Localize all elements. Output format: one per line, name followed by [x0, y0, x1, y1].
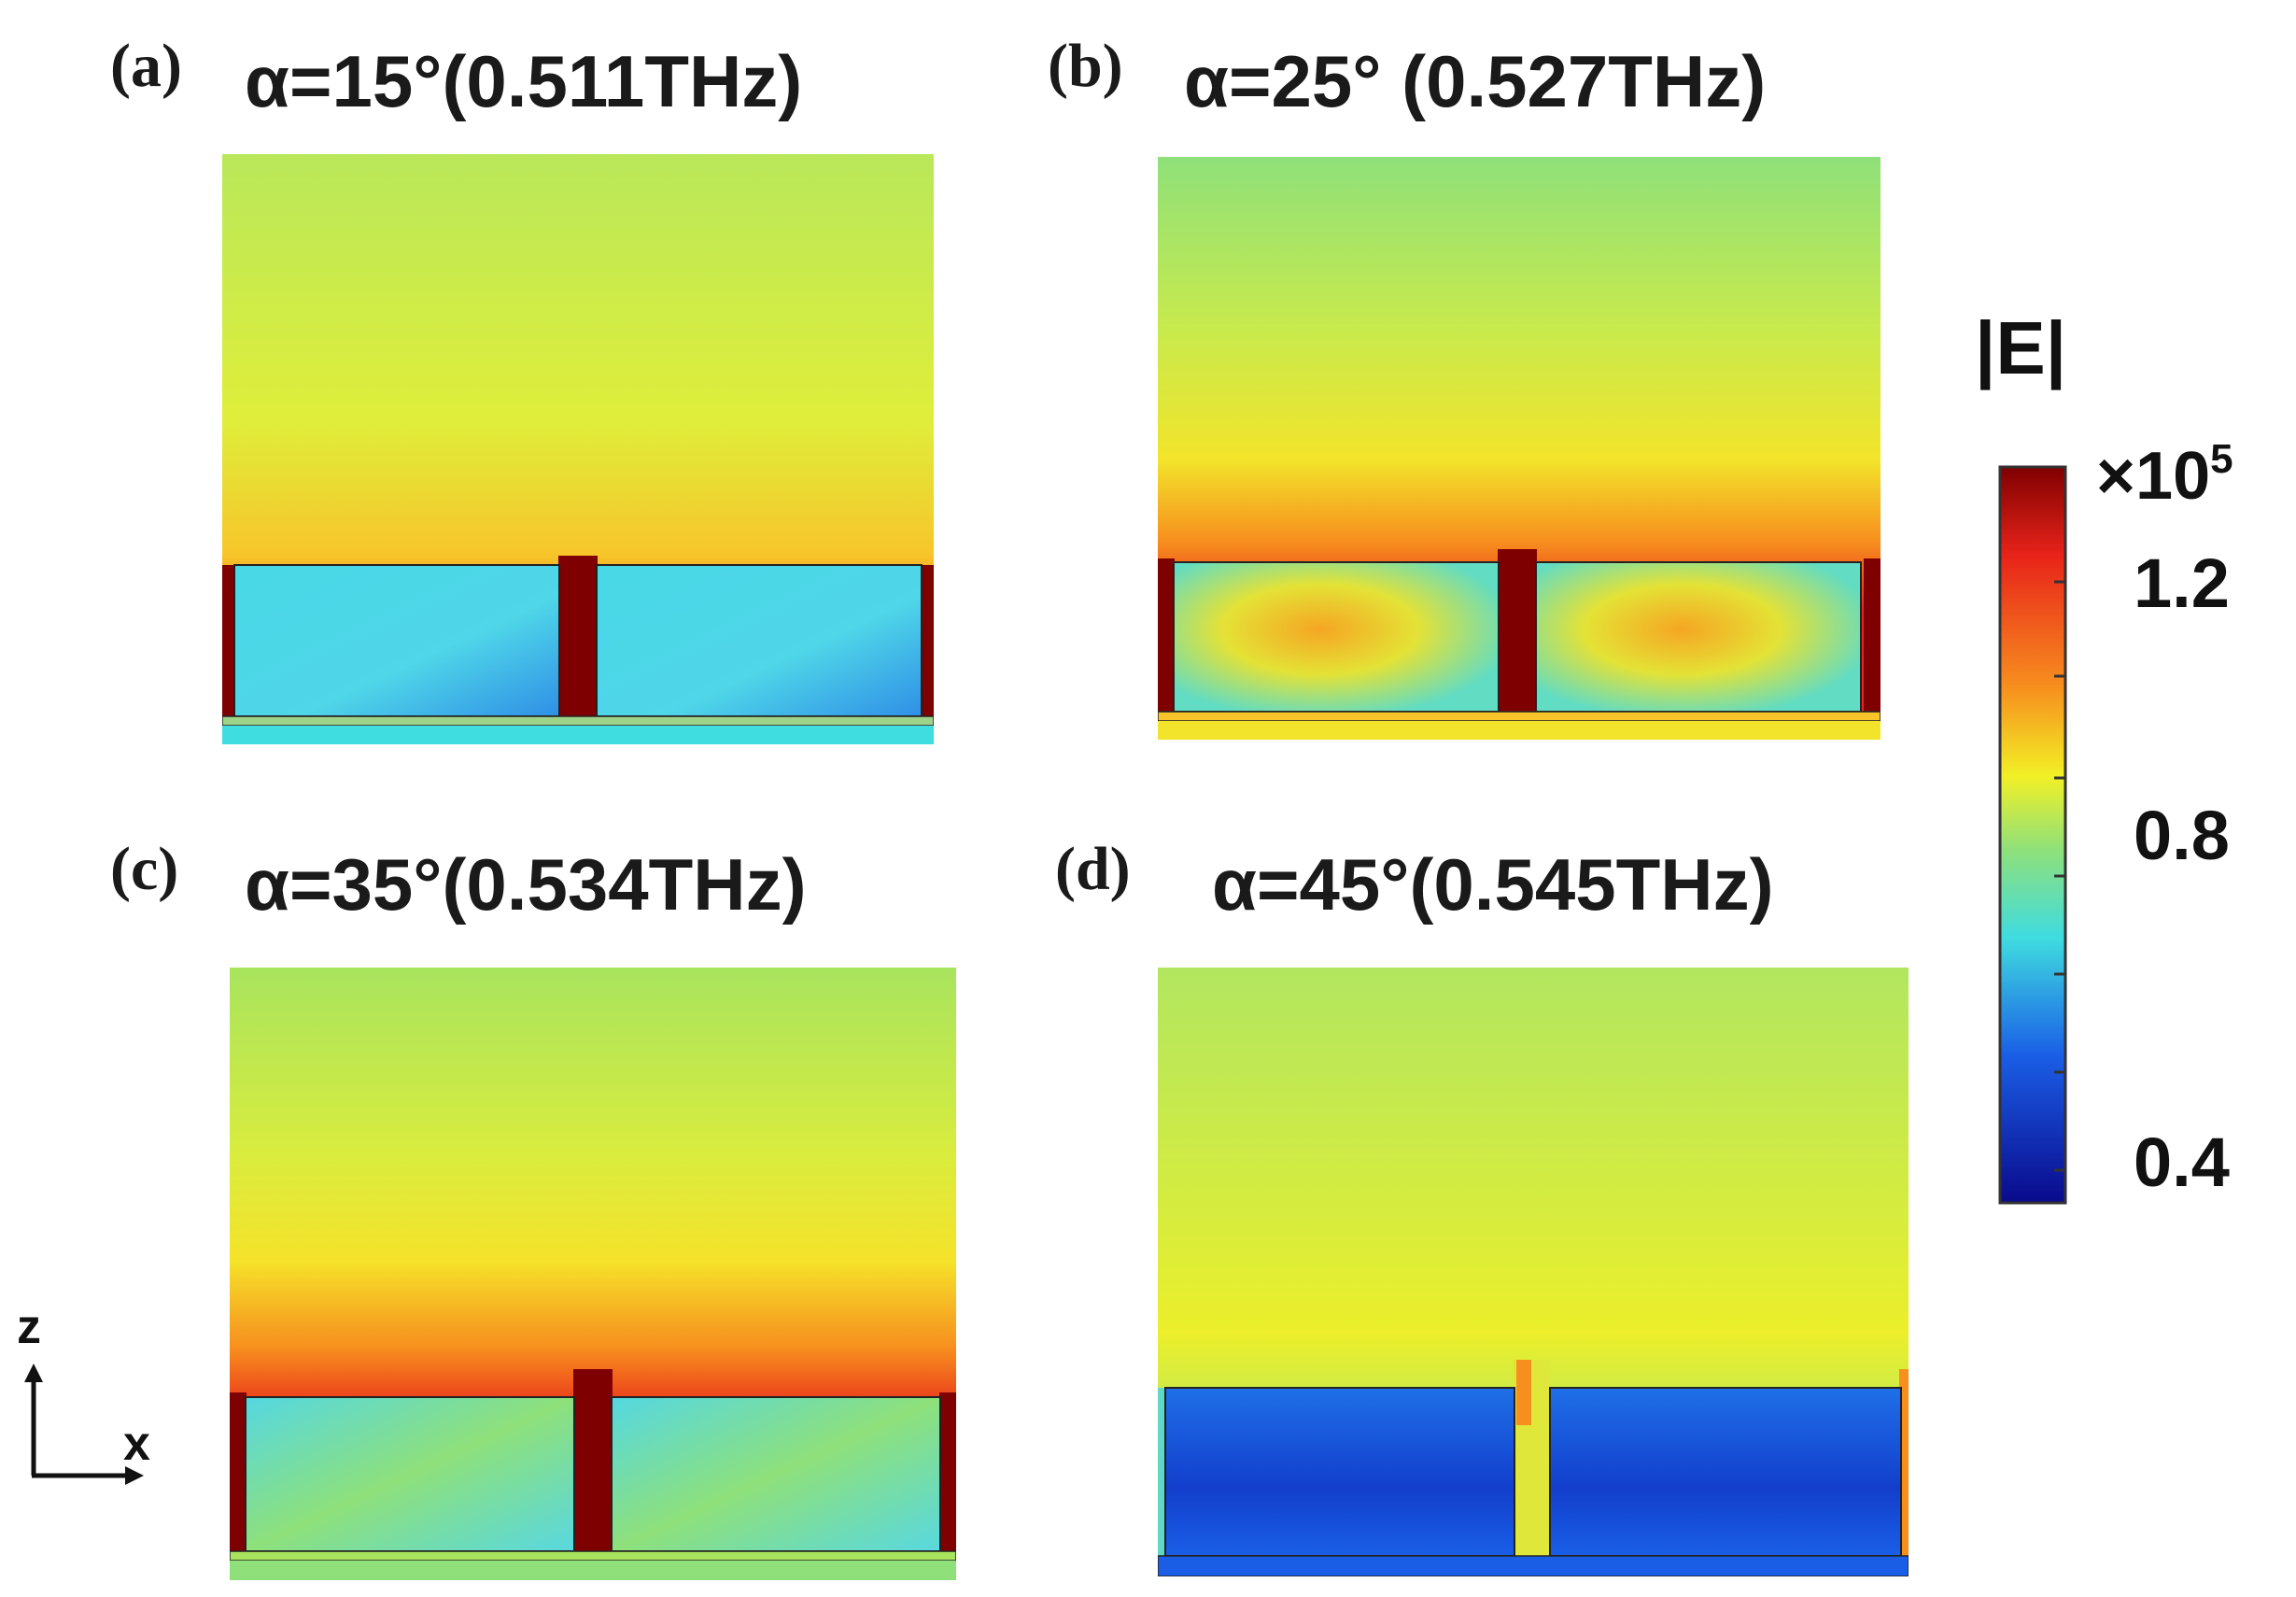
colorbar-tick-0-8: 0.8	[2134, 797, 2230, 874]
panel-a-label: (a)	[110, 32, 182, 100]
panel-d-title: α=45°(0.545THz)	[1212, 843, 1774, 926]
panel-c-label: (c)	[110, 835, 179, 903]
colorbar-multiplier: ×105	[2096, 436, 2233, 511]
colorbar-tick-1-2: 1.2	[2134, 544, 2230, 622]
colorbar-multiplier-base: ×10	[2096, 439, 2211, 514]
panel-d-label: (d)	[1055, 835, 1131, 903]
panel-d-field-map	[1158, 968, 1909, 1576]
panel-b-title: α=25° (0.527THz)	[1184, 40, 1767, 122]
colorbar-title: |E|	[1975, 306, 2067, 389]
x-axis-label: x	[123, 1417, 150, 1471]
colorbar	[1998, 465, 2067, 1205]
colorbar-multiplier-exponent: 5	[2210, 436, 2233, 482]
panel-a-title: α=15°(0.511THz)	[245, 40, 803, 122]
z-axis-label: z	[17, 1300, 41, 1354]
panel-b-label: (b)	[1048, 32, 1123, 100]
axis-indicator-arrows	[24, 1364, 144, 1485]
panel-a-field-map	[222, 154, 934, 744]
panel-c-field-map	[230, 968, 956, 1580]
colorbar-tick-0-4: 0.4	[2134, 1124, 2230, 1201]
panel-c-title: α=35°(0.534THz)	[245, 843, 807, 926]
panel-b-field-map	[1158, 157, 1880, 740]
